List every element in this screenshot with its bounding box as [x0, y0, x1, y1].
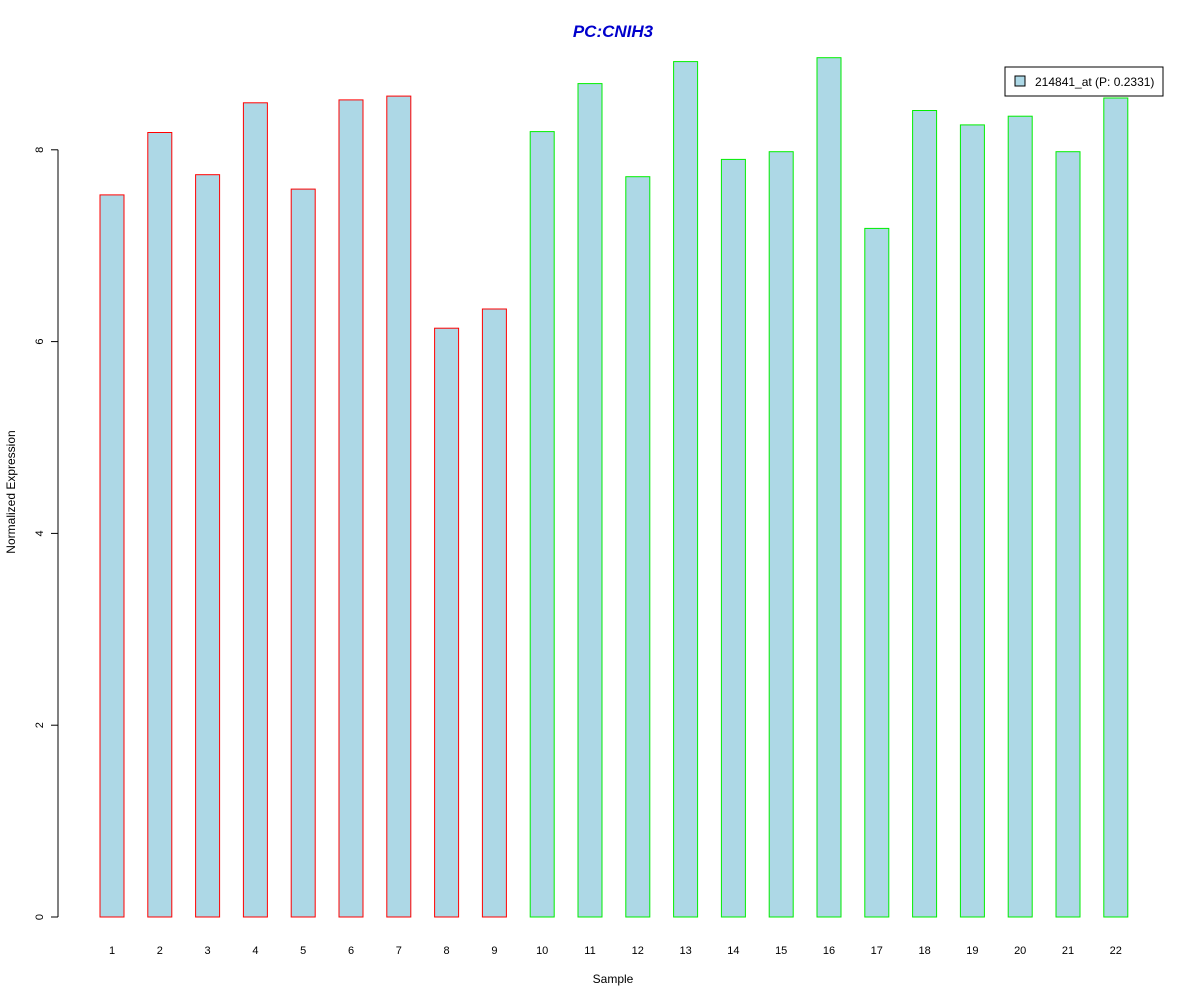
bar-sample-17 [864, 227, 890, 918]
bar-sample-11 [577, 83, 603, 918]
bar-sample-2 [147, 132, 173, 918]
x-tick-label: 14 [727, 945, 739, 957]
x-tick-label: 10 [536, 945, 548, 957]
bar-sample-19 [959, 124, 985, 918]
y-axis-label: Normalized Expression [4, 430, 18, 553]
x-tick-label: 13 [679, 945, 691, 957]
y-tick-label: 6 [34, 339, 46, 345]
x-axis-tick-labels: 1 2 3 4 5 6 7 8 9 10 11 12 13 14 15 16 17 18 19 20 21 22 [109, 945, 1122, 957]
x-axis-label: Sample [593, 972, 634, 986]
bar-sample-20 [1007, 115, 1033, 918]
bar-sample-14 [720, 158, 746, 918]
x-tick-label: 4 [252, 945, 258, 957]
bar-sample-3 [195, 174, 221, 918]
x-tick-label: 19 [966, 945, 978, 957]
legend-swatch [1014, 75, 1026, 87]
x-tick-label: 7 [396, 945, 402, 957]
bar-sample-18 [912, 110, 938, 918]
bar-sample-13 [673, 61, 699, 918]
y-tick-label: 4 [34, 530, 46, 536]
x-tick-label: 5 [300, 945, 306, 957]
x-tick-label: 3 [205, 945, 211, 957]
x-tick-label: 16 [823, 945, 835, 957]
legend-box [1004, 66, 1164, 97]
x-tick-label: 6 [348, 945, 354, 957]
x-tick-label: 20 [1014, 945, 1026, 957]
legend: 214841_at (P: 0.2331) [1004, 66, 1164, 97]
x-tick-label: 12 [632, 945, 644, 957]
bar-sample-12 [625, 176, 651, 918]
x-tick-label: 9 [491, 945, 497, 957]
bar-sample-6 [338, 99, 364, 918]
bar-sample-21 [1055, 151, 1081, 918]
bars [99, 57, 1129, 918]
bar-sample-1 [99, 194, 125, 918]
bar-sample-8 [434, 327, 460, 918]
x-tick-label: 2 [157, 945, 163, 957]
legend-label: 214841_at (P: 0.2331) [1035, 75, 1154, 89]
chart-title: PC:CNIH3 [573, 22, 654, 41]
bar-sample-22 [1103, 97, 1129, 918]
x-tick-label: 22 [1110, 945, 1122, 957]
bar-sample-7 [386, 95, 412, 918]
bar-sample-16 [816, 57, 842, 918]
bar-sample-15 [768, 151, 794, 918]
y-tick-label: 2 [34, 722, 46, 728]
bar-sample-9 [481, 308, 507, 918]
bar-sample-4 [242, 102, 268, 918]
x-tick-label: 21 [1062, 945, 1074, 957]
bar-sample-5 [290, 188, 316, 918]
y-tick-label: 0 [34, 914, 46, 920]
y-axis: 0 2 4 6 8 [34, 147, 59, 920]
x-tick-label: 11 [584, 945, 595, 957]
x-tick-label: 18 [918, 945, 930, 957]
bar-sample-10 [529, 131, 555, 918]
x-tick-label: 1 [109, 945, 115, 957]
x-tick-label: 17 [871, 945, 883, 957]
x-tick-label: 8 [444, 945, 450, 957]
x-tick-label: 15 [775, 945, 787, 957]
y-tick-label: 8 [34, 147, 46, 153]
